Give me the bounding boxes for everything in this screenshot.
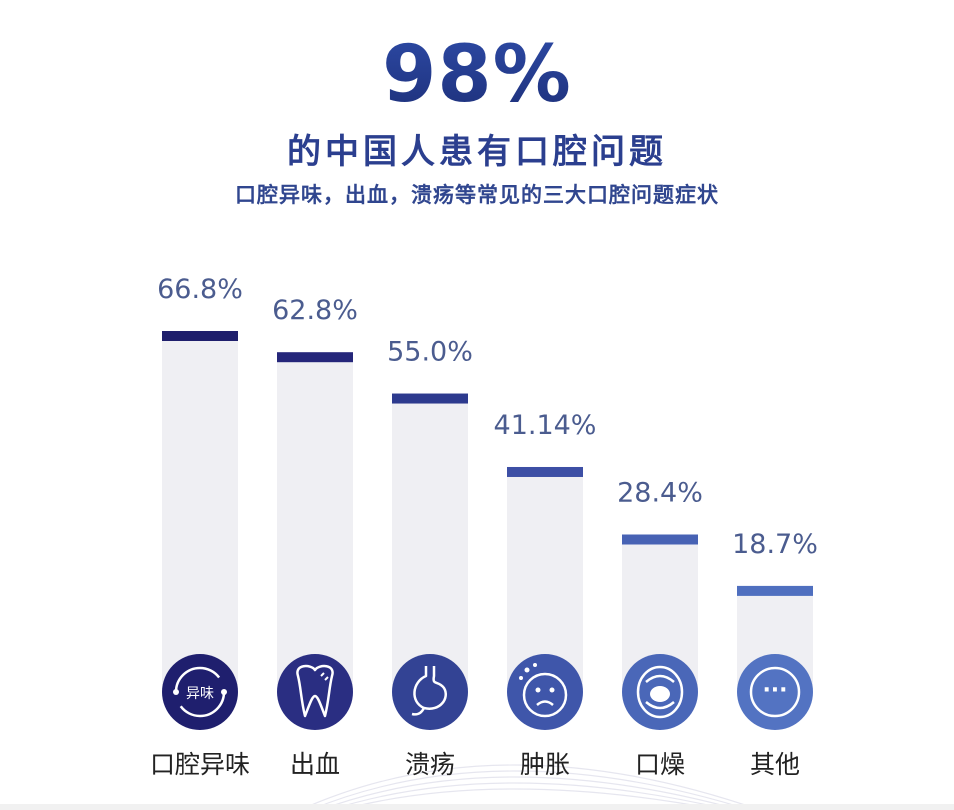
bar-cap-4 [622, 534, 698, 545]
odor-icon-glyph: 异味 [173, 666, 227, 718]
category-label-0: 口腔异味 [150, 750, 250, 779]
bar-0 [162, 336, 238, 690]
more-icon [737, 654, 813, 730]
category-label-4: 口燥 [635, 750, 685, 779]
more-icon-text: ··· [762, 678, 787, 703]
mouth-icon-glyph [636, 665, 684, 719]
value-label-0: 66.8% [157, 274, 243, 305]
category-label-1: 出血 [290, 750, 340, 779]
bar-cap-5 [737, 585, 813, 596]
background-waves [299, 764, 761, 810]
bar-cap-2 [392, 393, 468, 404]
bar-cap-1 [277, 352, 353, 363]
more-icon-glyph: ··· [749, 666, 801, 718]
decor-wave [309, 770, 751, 810]
description: 口腔异味，出血，溃疡等常见的三大口腔问题症状 [235, 183, 719, 207]
value-label-4: 28.4% [617, 477, 703, 508]
value-label-1: 62.8% [272, 295, 358, 326]
bar-cap-0 [162, 331, 238, 341]
odor-icon [162, 654, 238, 730]
tooth-icon-glyph [296, 664, 334, 718]
decor-wave [319, 776, 741, 810]
value-label-5: 18.7% [732, 529, 818, 560]
decor-wave [329, 782, 731, 810]
value-label-2: 55.0% [387, 337, 473, 368]
headline-percent: 98% [0, 30, 954, 120]
stomach-icon [392, 654, 468, 730]
bottom-strip [0, 804, 954, 810]
decor-wave [339, 788, 721, 810]
category-label-3: 肿胀 [520, 750, 570, 779]
bar-cap-3 [507, 466, 583, 477]
swollen-face-icon-glyph [519, 663, 568, 718]
tooth-icon [277, 654, 353, 730]
bar-3 [507, 471, 583, 690]
value-label-3: 41.14% [494, 410, 597, 441]
category-label-2: 溃疡 [405, 750, 455, 779]
odor-icon-text: 异味 [186, 686, 214, 702]
bar-1 [277, 357, 353, 690]
bar-2 [392, 398, 468, 690]
swollen-face-icon [507, 654, 583, 730]
stomach-icon-glyph [411, 666, 447, 716]
decor-wave [299, 764, 761, 810]
category-label-5: 其他 [750, 750, 800, 779]
subheadline: 的中国人患有口腔问题 [287, 132, 667, 172]
